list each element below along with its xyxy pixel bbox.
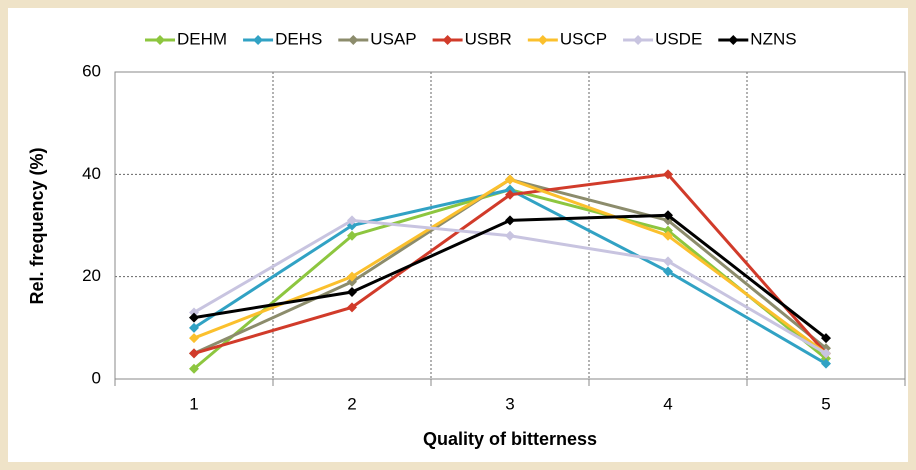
legend-label: USCP	[560, 29, 607, 48]
legend-label: USDE	[655, 29, 702, 48]
x-tick-label: 5	[821, 394, 830, 413]
legend-marker	[633, 35, 644, 45]
y-tick-label: 60	[82, 61, 101, 80]
legend-label: DEHS	[275, 29, 322, 48]
x-tick-label: 3	[505, 394, 514, 413]
x-axis-title: Quality of bitterness	[423, 429, 597, 449]
data-point	[663, 230, 673, 241]
legend-label: DEHM	[177, 29, 227, 48]
data-point	[347, 230, 357, 241]
legend-marker	[537, 35, 548, 45]
x-tick-label: 2	[347, 394, 356, 413]
data-point	[189, 322, 199, 333]
data-point	[505, 215, 515, 226]
legend-label: NZNS	[750, 29, 796, 48]
data-point	[189, 363, 199, 374]
data-point	[347, 287, 357, 298]
data-point	[821, 358, 831, 369]
y-tick-label: 40	[82, 164, 101, 183]
data-point	[189, 312, 199, 323]
data-point	[663, 169, 673, 180]
legend-label: USBR	[465, 29, 512, 48]
legend-marker	[155, 35, 165, 45]
y-tick-label: 0	[92, 368, 101, 387]
data-point	[347, 271, 357, 282]
chart-background	[8, 8, 908, 462]
data-point	[663, 266, 673, 277]
legend-marker	[348, 35, 359, 45]
y-tick-label: 20	[82, 266, 101, 285]
data-point	[821, 348, 831, 359]
legend-marker	[728, 35, 739, 45]
data-point	[347, 215, 357, 226]
data-point	[505, 174, 515, 185]
data-point	[347, 302, 357, 313]
legend-label: USAP	[370, 29, 416, 48]
data-point	[505, 189, 515, 200]
x-tick-label: 1	[189, 394, 198, 413]
plot-frame	[114, 71, 906, 380]
data-point	[821, 333, 831, 344]
data-point	[663, 256, 673, 267]
data-point	[347, 276, 357, 287]
legend-marker	[442, 35, 453, 45]
y-axis-title: Rel. frequency (%)	[27, 147, 47, 304]
data-point	[505, 184, 515, 195]
x-tick-label: 4	[663, 394, 672, 413]
data-point	[663, 210, 673, 221]
data-point	[189, 333, 199, 344]
data-point	[505, 230, 515, 241]
legend-marker	[253, 35, 264, 45]
data-point	[189, 348, 199, 359]
data-point	[663, 225, 673, 236]
data-point	[189, 307, 199, 318]
